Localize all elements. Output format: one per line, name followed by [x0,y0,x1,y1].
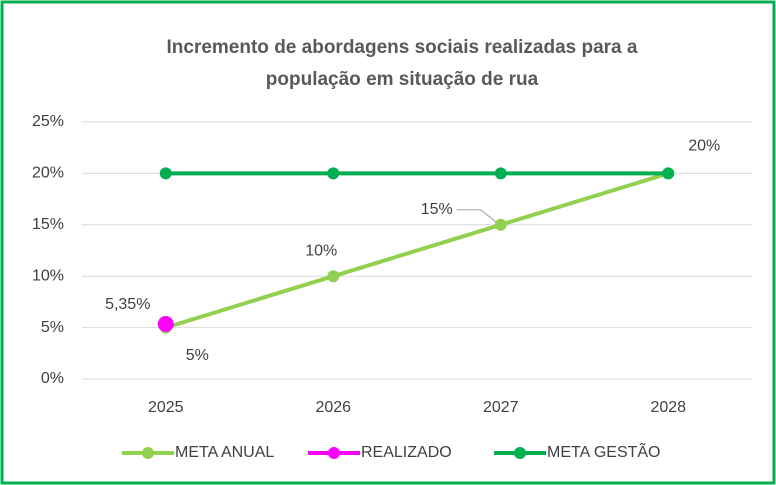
chart-title: população em situação de rua [266,69,539,90]
y-tick-label: 10% [32,267,64,284]
x-tick-label: 2025 [148,399,184,416]
data-label: 5,35% [105,296,150,313]
leader-line [456,209,497,223]
x-tick-label: 2028 [650,399,686,416]
y-tick-label: 5% [41,319,64,336]
marker [157,316,174,333]
marker [159,167,172,180]
data-label: 15% [421,201,453,218]
legend-marker [328,447,340,459]
legend-marker [142,447,154,459]
data-label: 5% [186,347,209,364]
legend-label: REALIZADO [361,444,452,461]
y-tick-label: 0% [41,370,64,387]
marker [494,167,507,180]
legend-label: META GESTÃO [547,441,661,461]
marker [327,167,340,180]
x-tick-label: 2026 [315,399,351,416]
marker [327,270,340,283]
marker [494,218,507,231]
marker [662,167,675,180]
legend-label: META ANUAL [175,444,274,461]
data-label: 20% [688,138,720,155]
x-tick-label: 2027 [483,399,519,416]
legend-marker [514,447,526,459]
line [165,171,669,330]
y-tick-label: 15% [32,216,64,233]
y-tick-label: 20% [32,165,64,182]
data-label: 10% [305,242,337,259]
chart-title: Incremento de abordagens sociais realiza… [167,37,638,58]
y-tick-label: 25% [32,113,64,130]
